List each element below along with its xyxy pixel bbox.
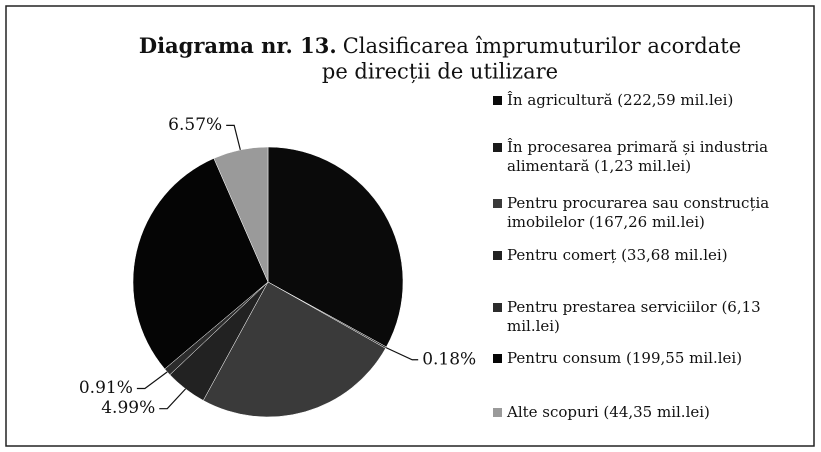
legend-swatch (493, 303, 502, 312)
chart-title: pe direcții de utilizare (322, 60, 558, 84)
leader-line (159, 388, 186, 410)
pie-slice (267, 146, 404, 348)
legend-swatch (493, 96, 502, 105)
leader-line (136, 371, 168, 390)
legend-item: Pentru prestarea serviciilor (6,13 mil.l… (493, 298, 813, 336)
legend-swatch (493, 199, 502, 208)
legend-label: În procesarea primară și industria alime… (507, 138, 769, 175)
title-line: Clasificarea împrumuturilor acordate (343, 34, 741, 58)
data-label: 0.91% (79, 378, 133, 398)
legend-label: Pentru prestarea serviciilor (6,13 mil.l… (507, 298, 761, 335)
data-label: 6.57% (168, 115, 222, 135)
pie-slice (132, 158, 269, 370)
legend-label: Pentru comerț (33,68 mil.lei) (507, 246, 728, 264)
legend-item: Pentru consum (199,55 mil.lei) (493, 349, 813, 368)
legend-swatch (493, 408, 502, 417)
chart-title: Diagrama nr. 13. Clasificarea împrumuturi… (139, 33, 741, 58)
data-label: 0.18% (422, 349, 476, 369)
legend-item: În procesarea primară și industria alime… (493, 138, 813, 176)
pie-slice (213, 146, 269, 283)
title-number: Diagrama nr. 13. (139, 33, 337, 58)
legend-label: Alte scopuri (44,35 mil.lei) (507, 403, 710, 421)
data-label: 4.99% (101, 398, 155, 418)
legend-label: Pentru consum (199,55 mil.lei) (507, 349, 743, 367)
legend-item: În agricultură (222,59 mil.lei) (493, 91, 813, 110)
legend-swatch (493, 143, 502, 152)
frame (5, 5, 815, 447)
legend-label: Pentru procurarea sau construcția imobil… (507, 194, 770, 231)
legend-swatch (493, 354, 502, 363)
legend-item: Pentru procurarea sau construcția imobil… (493, 194, 813, 232)
pie-slice (202, 281, 386, 418)
legend-swatch (493, 251, 502, 260)
leader-line (385, 347, 419, 361)
legend-item: Alte scopuri (44,35 mil.lei) (493, 403, 813, 422)
leader-line (226, 124, 241, 151)
legend-label: În agricultură (222,59 mil.lei) (507, 91, 734, 109)
legend-item: Pentru comerț (33,68 mil.lei) (493, 246, 813, 265)
